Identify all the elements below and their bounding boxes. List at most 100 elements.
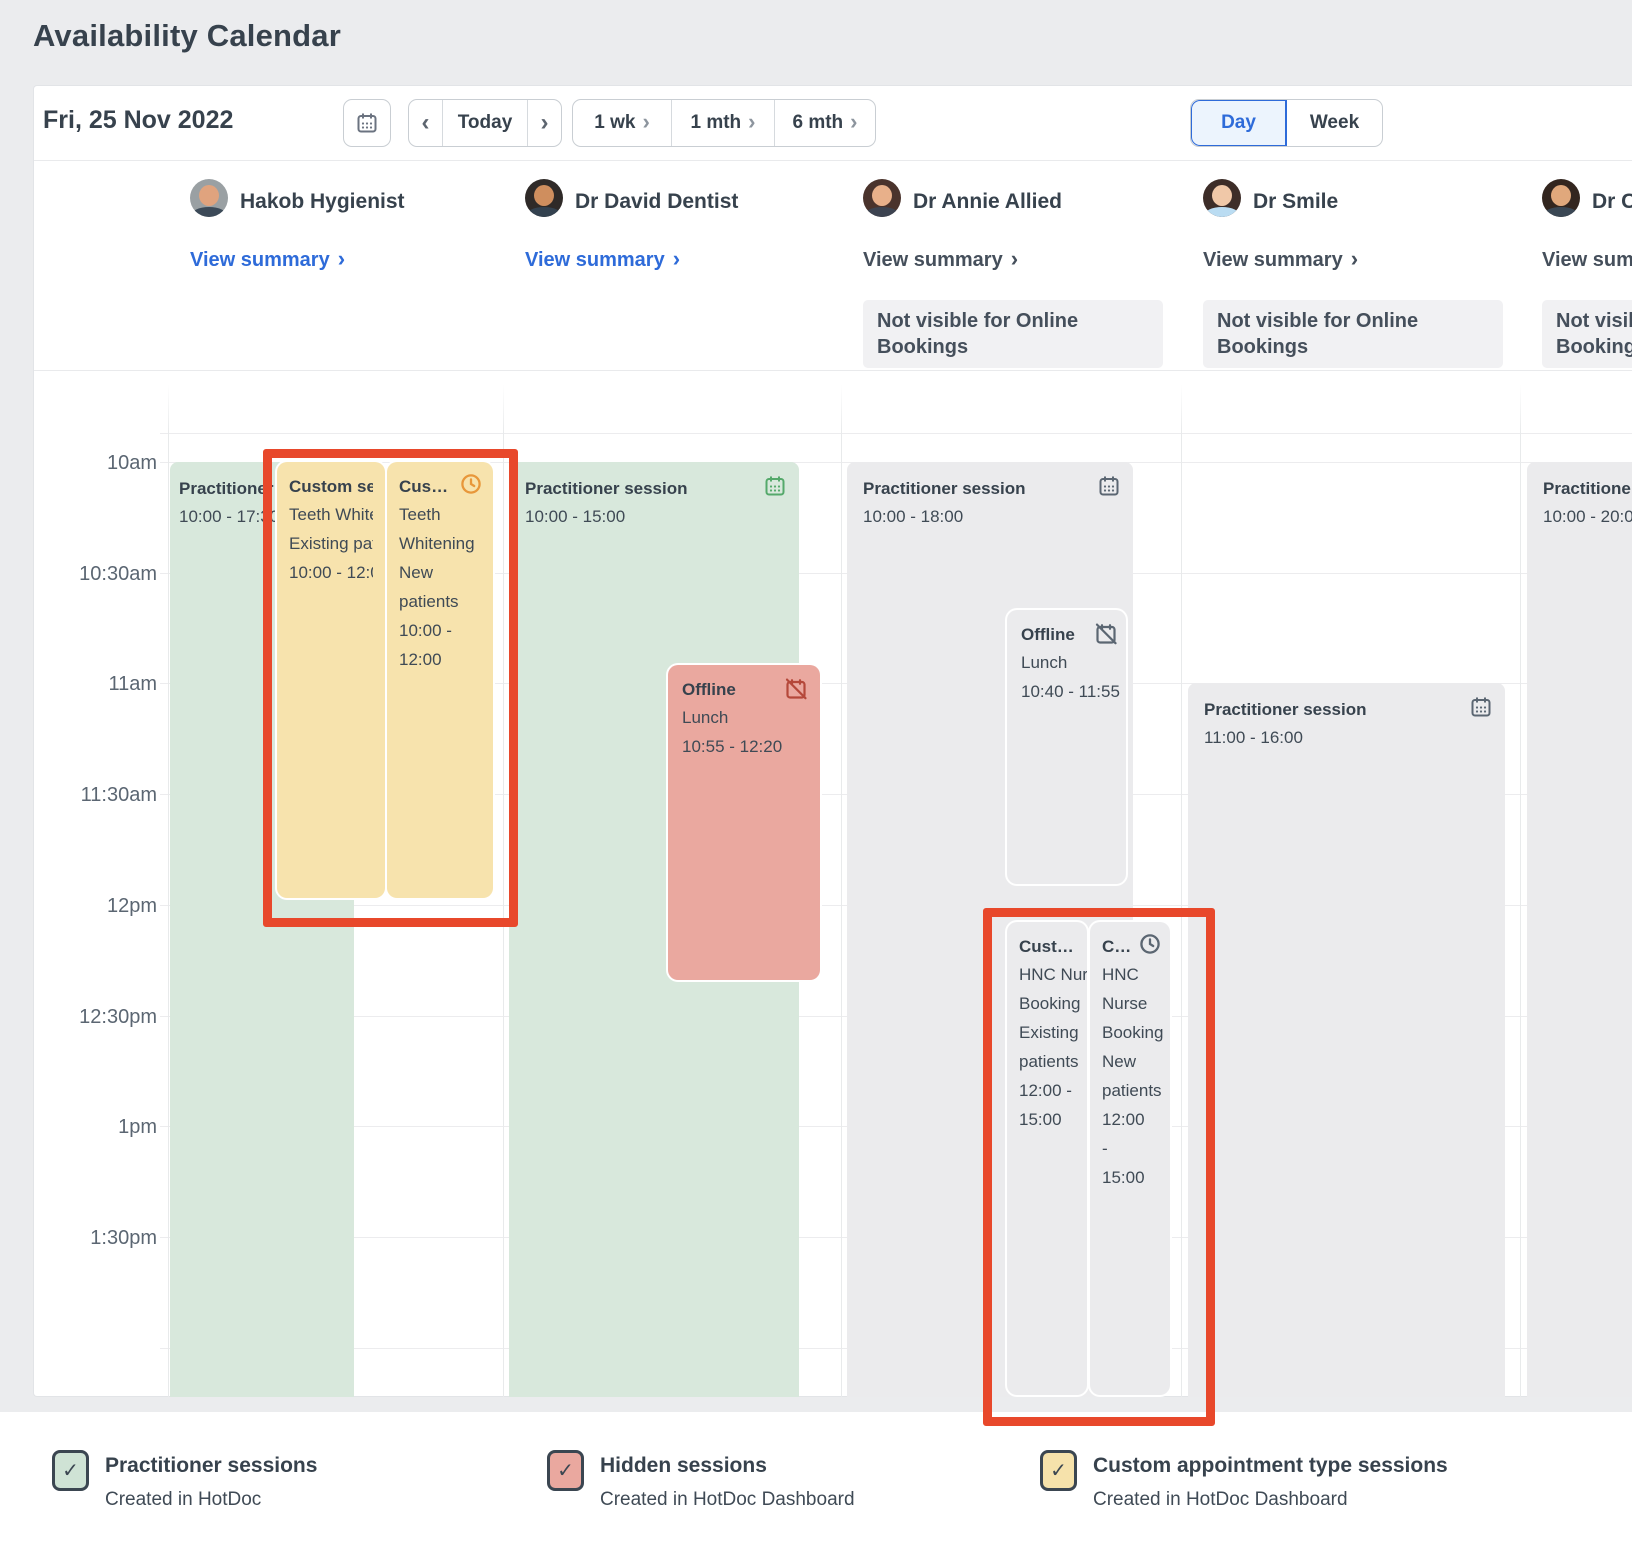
calendar-off-icon — [1094, 622, 1118, 646]
current-date-label: Fri, 25 Nov 2022 — [43, 106, 234, 134]
checkmark-icon: ✓ — [62, 1460, 79, 1482]
view-week-button[interactable]: Week — [1309, 112, 1360, 133]
toolbar-divider — [34, 160, 1632, 161]
chevron-right-icon: › — [337, 246, 346, 271]
session-title: Offline — [682, 680, 736, 699]
session-title: Offline — [1021, 625, 1075, 644]
view-summary-label: View summary — [525, 249, 665, 271]
view-summary-label: View summary — [863, 249, 1003, 271]
next-day-button[interactable]: › — [527, 100, 561, 146]
session-detail: Lunch — [682, 708, 729, 727]
custom-sessions-checkbox[interactable]: ✓ — [1040, 1450, 1077, 1491]
chevron-right-icon: › — [850, 109, 858, 134]
view-summary-link[interactable]: View summary› — [1203, 246, 1358, 272]
session-detail: New patients — [399, 563, 459, 611]
prev-day-button[interactable]: ‹ — [409, 100, 442, 146]
session-title: Practitioner session — [1204, 700, 1367, 719]
session-annie-custom-new[interactable]: Custom session HNC Nurse Booking New pat… — [1090, 922, 1170, 1395]
session-title: Custom session — [399, 477, 451, 496]
date-picker-button[interactable] — [343, 99, 391, 147]
session-detail: Lunch — [1021, 653, 1068, 672]
session-hakob-custom-new[interactable]: Custom session Teeth Whitening New patie… — [387, 462, 493, 898]
jump-6mth-label: 6 mth — [792, 112, 844, 133]
checkmark-icon: ✓ — [1050, 1460, 1067, 1482]
view-summary-link[interactable]: View summary › — [863, 246, 1018, 272]
session-hakob-custom-existing[interactable]: Custom session Teeth Whitening Existing … — [277, 462, 385, 898]
calendar-icon — [763, 474, 787, 498]
chevron-right-icon: › — [1350, 246, 1359, 271]
not-visible-badge: Not visible for Online Bookings — [863, 300, 1163, 368]
not-visible-badge: Not visible for Online Bookings — [1203, 300, 1503, 368]
jump-1wk-label: 1 wk — [594, 112, 636, 133]
gridline-vertical — [1181, 372, 1182, 1397]
session-time: 10:00 - 12:00 — [289, 563, 373, 582]
time-label: 10am — [106, 452, 157, 474]
view-summary-label: View summary — [1542, 249, 1632, 271]
session-detail: Teeth Whitening — [289, 505, 373, 524]
jump-group: 1 wk › 1 mth › 6 mth › — [572, 99, 876, 147]
hidden-sessions-checkbox[interactable]: ✓ — [547, 1450, 584, 1491]
jump-1mth-button[interactable]: 1 mth › — [671, 100, 774, 146]
view-toggle: Day Week — [1190, 99, 1383, 147]
legend-label: Hidden sessions — [600, 1454, 767, 1477]
view-summary-link[interactable]: View summary› — [1542, 246, 1632, 272]
not-visible-badge: Not visible for Online Bookings — [1542, 300, 1632, 368]
chevron-left-icon: ‹ — [421, 109, 430, 136]
session-title: Custom session — [289, 477, 373, 496]
session-detail: Existing patients — [1019, 1023, 1079, 1071]
jump-6mth-button[interactable]: 6 mth › — [774, 100, 875, 146]
clock-icon — [1138, 932, 1162, 956]
session-annie-custom-existing[interactable]: Custom session HNC Nurse Booking Existin… — [1007, 922, 1087, 1395]
chevron-right-icon: › — [540, 109, 549, 136]
session-annie-offline[interactable]: Offline Lunch 10:40 - 11:55 — [1007, 610, 1126, 884]
chevron-right-icon: › — [1010, 246, 1019, 271]
session-smile-practitioner[interactable]: Practitioner session 11:00 - 16:00 — [1188, 683, 1505, 1397]
session-time: 10:00 - 17:30 — [179, 507, 280, 526]
calendar-icon — [1469, 695, 1493, 719]
legend-sublabel: Created in HotDoc Dashboard — [1093, 1489, 1348, 1510]
view-summary-link[interactable]: View summary› — [525, 246, 680, 272]
gridline-vertical — [1520, 372, 1521, 1397]
avatar — [525, 179, 563, 217]
chevron-right-icon: › — [642, 109, 650, 134]
chevron-right-icon: › — [748, 109, 756, 134]
calendar-icon — [355, 111, 379, 135]
practitioner-name: Dr Annie Allied — [913, 190, 1062, 213]
jump-1wk-button[interactable]: 1 wk › — [573, 100, 671, 146]
legend-sublabel: Created in HotDoc — [105, 1489, 262, 1510]
session-time: 12:00 - 15:00 — [1102, 1110, 1145, 1187]
time-label: 10:30am — [79, 563, 157, 585]
practitioner-name: Dr C — [1592, 190, 1632, 213]
session-drc-practitioner[interactable]: Practitioner session 10:00 - 20:00 — [1527, 462, 1632, 1397]
jump-1mth-label: 1 mth — [690, 112, 742, 133]
practitioner-name: Dr Smile — [1253, 190, 1339, 213]
calendar-off-icon — [784, 677, 808, 701]
gridline-vertical — [168, 372, 169, 1397]
time-label: 1pm — [118, 1116, 157, 1138]
calendar-icon — [1097, 474, 1121, 498]
practitioner-sessions-checkbox[interactable]: ✓ — [52, 1450, 89, 1491]
session-detail: HNC Nurse Booking — [1102, 965, 1164, 1042]
session-time: 10:00 - 20:00 — [1543, 507, 1632, 526]
clock-icon — [459, 472, 483, 496]
session-david-offline[interactable]: Offline Lunch 10:55 - 12:20 — [668, 665, 820, 980]
time-label: 1:30pm — [90, 1227, 157, 1249]
view-summary-label: View summary — [190, 249, 330, 271]
date-nav-group: ‹ Today › — [408, 99, 562, 147]
time-label: 12pm — [106, 895, 157, 917]
today-button[interactable]: Today — [442, 100, 527, 146]
avatar — [863, 179, 901, 217]
session-title: Custom session — [1102, 937, 1132, 956]
header-divider — [34, 370, 1632, 371]
legend-sublabel: Created in HotDoc Dashboard — [600, 1489, 855, 1510]
session-title: Practitioner session — [1543, 479, 1632, 498]
session-detail: Existing patients — [289, 534, 373, 553]
time-label: 12:30pm — [79, 1006, 157, 1028]
session-time: 12:00 - 15:00 — [1019, 1081, 1072, 1129]
view-day-button[interactable]: Day — [1191, 100, 1287, 146]
legend-label: Practitioner sessions — [105, 1454, 318, 1477]
time-label: 11am — [108, 673, 157, 695]
session-time: 10:55 - 12:20 — [682, 737, 783, 756]
view-summary-link[interactable]: View summary › — [190, 246, 345, 272]
